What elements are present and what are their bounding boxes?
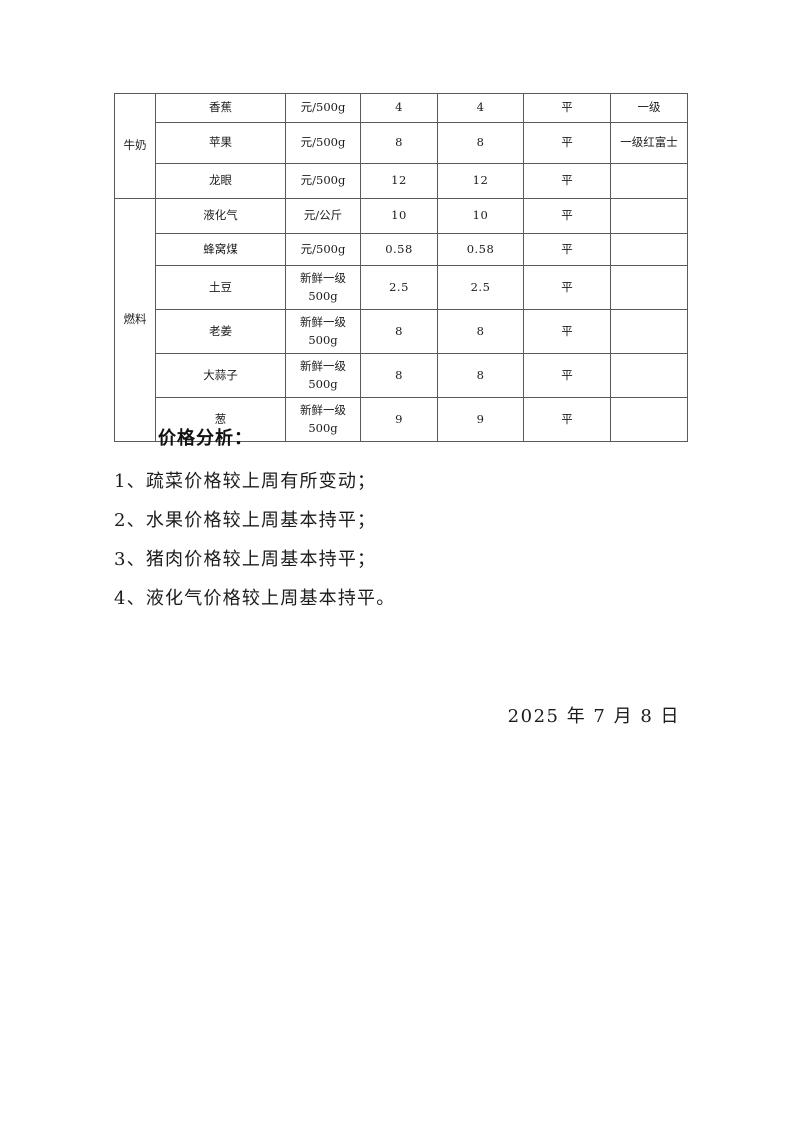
item-cell: 龙眼 bbox=[155, 163, 286, 199]
grade-cell bbox=[610, 198, 688, 234]
unit-cell: 新鲜一级 500g bbox=[285, 309, 361, 354]
table-row: 蜂窝煤 元/500g 0.58 0.58 平 bbox=[115, 233, 688, 266]
last-week-price-cell: 8 bbox=[437, 353, 524, 398]
grade-cell bbox=[610, 265, 688, 310]
unit-line-2: 500g bbox=[308, 420, 338, 435]
unit-cell: 新鲜一级 500g bbox=[285, 265, 361, 310]
list-item: 4、液化气价格较上周基本持平。 bbox=[114, 588, 396, 609]
trend-cell: 平 bbox=[523, 163, 611, 199]
price-analysis-section: 价格分析： 1、疏菜价格较上周有所变动； 2、水果价格较上周基本持平； 3、猪肉… bbox=[114, 424, 674, 618]
trend-cell: 平 bbox=[523, 353, 611, 398]
this-week-price-cell: 8 bbox=[360, 353, 438, 398]
unit-cell: 元/500g bbox=[285, 122, 361, 164]
grade-cell bbox=[610, 163, 688, 199]
grade-cell bbox=[610, 397, 688, 442]
price-table: 牛奶 香蕉 元/500g 4 4 平 一级 苹果 元/500g 8 8 平 一级… bbox=[114, 93, 688, 442]
category-cell-milk: 牛奶 bbox=[114, 93, 156, 199]
trend-cell: 平 bbox=[523, 397, 611, 442]
item-cell: 老姜 bbox=[155, 309, 286, 354]
this-week-price-cell: 10 bbox=[360, 198, 438, 234]
item-cell: 葱 bbox=[155, 397, 286, 442]
document-date: 2025 年 7 月 8 日 bbox=[507, 706, 680, 727]
unit-line-2: 500g bbox=[308, 288, 338, 303]
grade-cell bbox=[610, 309, 688, 354]
grade-cell bbox=[610, 233, 688, 266]
last-week-price-cell: 8 bbox=[437, 122, 524, 164]
grade-cell: 一级红富士 bbox=[610, 122, 688, 164]
this-week-price-cell: 0.58 bbox=[360, 233, 438, 266]
last-week-price-cell: 8 bbox=[437, 309, 524, 354]
price-table-body: 牛奶 香蕉 元/500g 4 4 平 一级 苹果 元/500g 8 8 平 一级… bbox=[114, 93, 688, 442]
item-cell: 土豆 bbox=[155, 265, 286, 310]
this-week-price-cell: 8 bbox=[360, 309, 438, 354]
last-week-price-cell: 2.5 bbox=[437, 265, 524, 310]
this-week-price-cell: 8 bbox=[360, 122, 438, 164]
analysis-heading: 价格分析： bbox=[158, 428, 253, 449]
unit-line-1: 新鲜一级 bbox=[300, 359, 346, 374]
unit-cell: 元/500g bbox=[285, 233, 361, 266]
last-week-price-cell: 0.58 bbox=[437, 233, 524, 266]
price-table-container: 牛奶 香蕉 元/500g 4 4 平 一级 苹果 元/500g 8 8 平 一级… bbox=[114, 93, 688, 442]
item-cell: 大蒜子 bbox=[155, 353, 286, 398]
unit-cell: 元/500g bbox=[285, 93, 361, 123]
item-cell: 香蕉 bbox=[155, 93, 286, 123]
table-row: 牛奶 香蕉 元/500g 4 4 平 一级 bbox=[114, 93, 688, 199]
trend-cell: 平 bbox=[523, 122, 611, 164]
unit-line-1: 新鲜一级 bbox=[300, 271, 346, 286]
trend-cell: 平 bbox=[523, 198, 611, 234]
unit-line-2: 500g bbox=[308, 376, 338, 391]
item-cell: 液化气 bbox=[155, 198, 286, 234]
unit-cell: 元/公斤 bbox=[285, 198, 361, 234]
table-row: 燃料 液化气 元/公斤 10 10 平 bbox=[114, 198, 688, 442]
grade-cell bbox=[610, 353, 688, 398]
list-item: 1、疏菜价格较上周有所变动； bbox=[114, 471, 377, 492]
item-cell: 蜂窝煤 bbox=[155, 233, 286, 266]
list-item: 3、猪肉价格较上周基本持平； bbox=[114, 549, 377, 570]
this-week-price-cell: 2.5 bbox=[360, 265, 438, 310]
trend-cell: 平 bbox=[523, 265, 611, 310]
trend-cell: 平 bbox=[523, 309, 611, 354]
this-week-price-cell: 4 bbox=[360, 93, 438, 123]
category-cell-fuel: 燃料 bbox=[114, 198, 156, 442]
unit-line-1: 新鲜一级 bbox=[300, 403, 346, 418]
unit-cell: 元/500g bbox=[285, 163, 361, 199]
table-row: 土豆 新鲜一级 500g 2.5 2.5 平 bbox=[115, 265, 688, 310]
table-row: 葱 新鲜一级 500g 9 9 平 bbox=[115, 397, 688, 442]
list-item: 2、水果价格较上周基本持平； bbox=[114, 510, 377, 531]
table-row: 老姜 新鲜一级 500g 8 8 平 bbox=[115, 309, 688, 354]
unit-line-1: 新鲜一级 bbox=[300, 315, 346, 330]
item-cell: 苹果 bbox=[155, 122, 286, 164]
last-week-price-cell: 12 bbox=[437, 163, 524, 199]
table-row: 苹果 元/500g 8 8 平 一级红富士 bbox=[115, 122, 688, 164]
last-week-price-cell: 10 bbox=[437, 198, 524, 234]
trend-cell: 平 bbox=[523, 233, 611, 266]
unit-line-2: 500g bbox=[308, 332, 338, 347]
this-week-price-cell: 12 bbox=[360, 163, 438, 199]
last-week-price-cell: 4 bbox=[437, 93, 524, 123]
grade-cell: 一级 bbox=[610, 93, 688, 123]
unit-cell: 新鲜一级 500g bbox=[285, 353, 361, 398]
analysis-list: 1、疏菜价格较上周有所变动； 2、水果价格较上周基本持平； 3、猪肉价格较上周基… bbox=[114, 462, 674, 618]
trend-cell: 平 bbox=[523, 93, 611, 123]
table-row: 龙眼 元/500g 12 12 平 bbox=[115, 163, 688, 199]
table-row: 大蒜子 新鲜一级 500g 8 8 平 bbox=[115, 353, 688, 398]
